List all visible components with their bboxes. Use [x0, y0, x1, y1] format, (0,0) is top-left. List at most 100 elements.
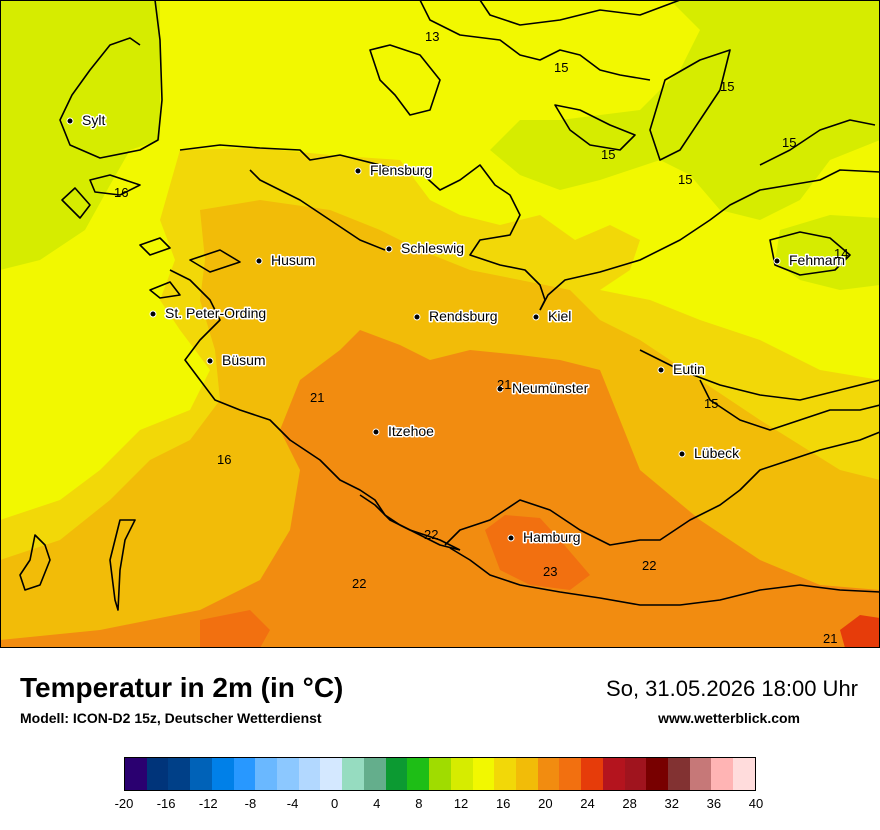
city-label: Eutin — [673, 361, 705, 377]
colorbar-labels: -20 -16 -12 -8 -4 0 4 8 12 16 20 24 28 32 36 40 — [115, 796, 764, 814]
city-st-peter-ording[interactable]: St. Peter-Ording — [149, 304, 268, 323]
website-link[interactable]: www.wetterblick.com — [658, 710, 800, 726]
colorbar-cell — [667, 758, 690, 790]
colorbar-cell — [342, 758, 364, 790]
city-rendsburg[interactable]: Rendsburg — [413, 307, 499, 326]
city-label: Sylt — [82, 112, 105, 128]
colorbar-cell — [146, 758, 169, 790]
city-neumuenster[interactable]: Neumünster — [496, 379, 590, 398]
city-label: St. Peter-Ording — [165, 305, 266, 321]
city-label: Rendsburg — [429, 308, 498, 324]
colorbar-cell — [277, 758, 299, 790]
colorbar-cell — [363, 758, 386, 790]
footer: Temperatur in 2m (in °C) Modell: ICON-D2… — [0, 648, 880, 830]
city-schleswig[interactable]: Schleswig — [385, 239, 466, 258]
colorbar-cell — [190, 758, 212, 790]
colorbar-tick-label: -20 — [114, 796, 134, 811]
isoline-label: 21 — [823, 631, 837, 646]
colorbar-tick-label: 4 — [373, 796, 381, 811]
city-label: Kiel — [548, 308, 571, 324]
colorbar-tick-label: -16 — [156, 796, 176, 811]
colorbar-cell — [429, 758, 451, 790]
colorbar-cell — [385, 758, 408, 790]
colorbar-cell — [494, 758, 516, 790]
colorbar-cell — [211, 758, 234, 790]
isoline-label: 13 — [425, 29, 439, 44]
isoline-label: 22 — [424, 527, 438, 542]
coastlines — [19, 0, 880, 611]
colorbar-tick-label: 28 — [622, 796, 637, 811]
city-luebeck[interactable]: Lübeck — [678, 444, 742, 463]
colorbar-tick-label: -8 — [244, 796, 257, 811]
isoline-labels: 13 15 15 15 15 15 16 14 21 21 15 16 22 2… — [114, 29, 848, 646]
isoline-label: 23 — [543, 564, 557, 579]
field-12-16-fehmarn — [775, 215, 880, 290]
colorbar-tick-label: -12 — [198, 796, 218, 811]
city-buesum[interactable]: Büsum — [206, 351, 267, 370]
isoline-label: 15 — [704, 396, 718, 411]
colorbar-cell — [255, 758, 278, 790]
city-hamburg[interactable]: Hamburg — [507, 528, 582, 547]
city-eutin[interactable]: Eutin — [657, 360, 706, 379]
colorbar-tick-label: 36 — [706, 796, 722, 811]
colorbar-tick-label: -4 — [286, 796, 299, 811]
colorbar-cell — [602, 758, 625, 790]
colorbar-cell — [711, 758, 734, 790]
city-label: Neumünster — [512, 380, 589, 396]
temperature-map: Sylt Flensburg Husum Schleswig St. Peter… — [0, 0, 880, 648]
colorbar-tick-label: 32 — [664, 796, 679, 811]
city-label: Hamburg — [523, 529, 581, 545]
colorbar-tick-label: 8 — [415, 796, 423, 811]
colorbar-tick-label: 20 — [538, 796, 553, 811]
city-flensburg[interactable]: Flensburg — [354, 161, 434, 180]
city-husum[interactable]: Husum — [255, 251, 317, 270]
colorbar-tick-label: 24 — [580, 796, 595, 811]
city-label: Itzehoe — [388, 423, 434, 439]
colorbar-cell — [233, 758, 256, 790]
temperature-colorbar — [124, 757, 756, 791]
colorbar-cell — [581, 758, 603, 790]
city-label: Schleswig — [401, 240, 464, 256]
colorbar-cell — [733, 758, 755, 790]
colorbar-cell — [689, 758, 712, 790]
field-12-16-northeast — [490, 0, 880, 220]
colorbar-tick-label: 16 — [495, 796, 511, 811]
colorbar-cell — [537, 758, 560, 790]
colorbar-cell — [168, 758, 191, 790]
city-fehmarn[interactable]: Fehmarn — [773, 251, 847, 270]
colorbar-tick-label: 12 — [453, 796, 469, 811]
isoline-label: 21 — [497, 377, 511, 392]
isoline-label: 21 — [310, 390, 324, 405]
isoline-label: 16 — [217, 452, 231, 467]
city-label: Husum — [271, 252, 315, 268]
city-label: Fehmarn — [789, 252, 845, 268]
colorbar-cell — [125, 758, 147, 790]
isoline-label: 22 — [352, 576, 366, 591]
model-info: Modell: ICON-D2 15z, Deutscher Wetterdie… — [20, 710, 322, 726]
isoline-label: 15 — [782, 135, 796, 150]
chart-title: Temperatur in 2m (in °C) — [20, 672, 344, 703]
city-kiel[interactable]: Kiel — [532, 307, 573, 326]
isoline-label: 15 — [678, 172, 692, 187]
colorbar-cell — [298, 758, 321, 790]
colorbar-cell — [450, 758, 473, 790]
field-22-24-deep — [485, 515, 590, 590]
colorbar-cell — [320, 758, 343, 790]
colorbar-cell — [624, 758, 647, 790]
isoline-label: 16 — [114, 185, 128, 200]
city-itzehoe[interactable]: Itzehoe — [372, 422, 436, 441]
colorbar-cell — [515, 758, 538, 790]
field-24-28-corner — [840, 615, 880, 648]
colorbar-tick-label: 0 — [331, 796, 339, 811]
city-label: Flensburg — [370, 162, 432, 178]
isoline-label: 15 — [601, 147, 615, 162]
colorbar-cell — [646, 758, 668, 790]
field-12-16-west — [0, 0, 160, 270]
cities: Sylt Flensburg Husum Schleswig St. Peter… — [66, 111, 847, 547]
city-label: Büsum — [222, 352, 266, 368]
field-20-24-orange — [0, 330, 880, 648]
city-sylt[interactable]: Sylt — [66, 111, 107, 130]
colorbar-cell — [472, 758, 495, 790]
forecast-datetime: So, 31.05.2026 18:00 Uhr — [606, 676, 858, 701]
colorbar-cell — [559, 758, 582, 790]
